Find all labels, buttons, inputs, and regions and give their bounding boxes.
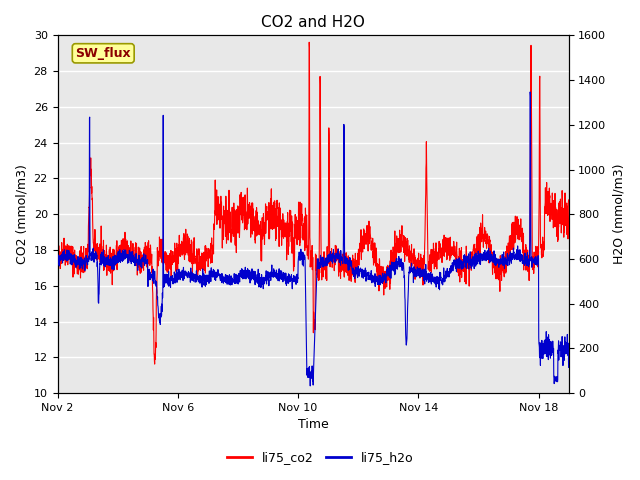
Text: SW_flux: SW_flux [76, 47, 131, 60]
Y-axis label: CO2 (mmol/m3): CO2 (mmol/m3) [15, 164, 28, 264]
Title: CO2 and H2O: CO2 and H2O [261, 15, 365, 30]
Y-axis label: H2O (mmol/m3): H2O (mmol/m3) [612, 164, 625, 264]
Legend: li75_co2, li75_h2o: li75_co2, li75_h2o [221, 446, 419, 469]
X-axis label: Time: Time [298, 419, 328, 432]
